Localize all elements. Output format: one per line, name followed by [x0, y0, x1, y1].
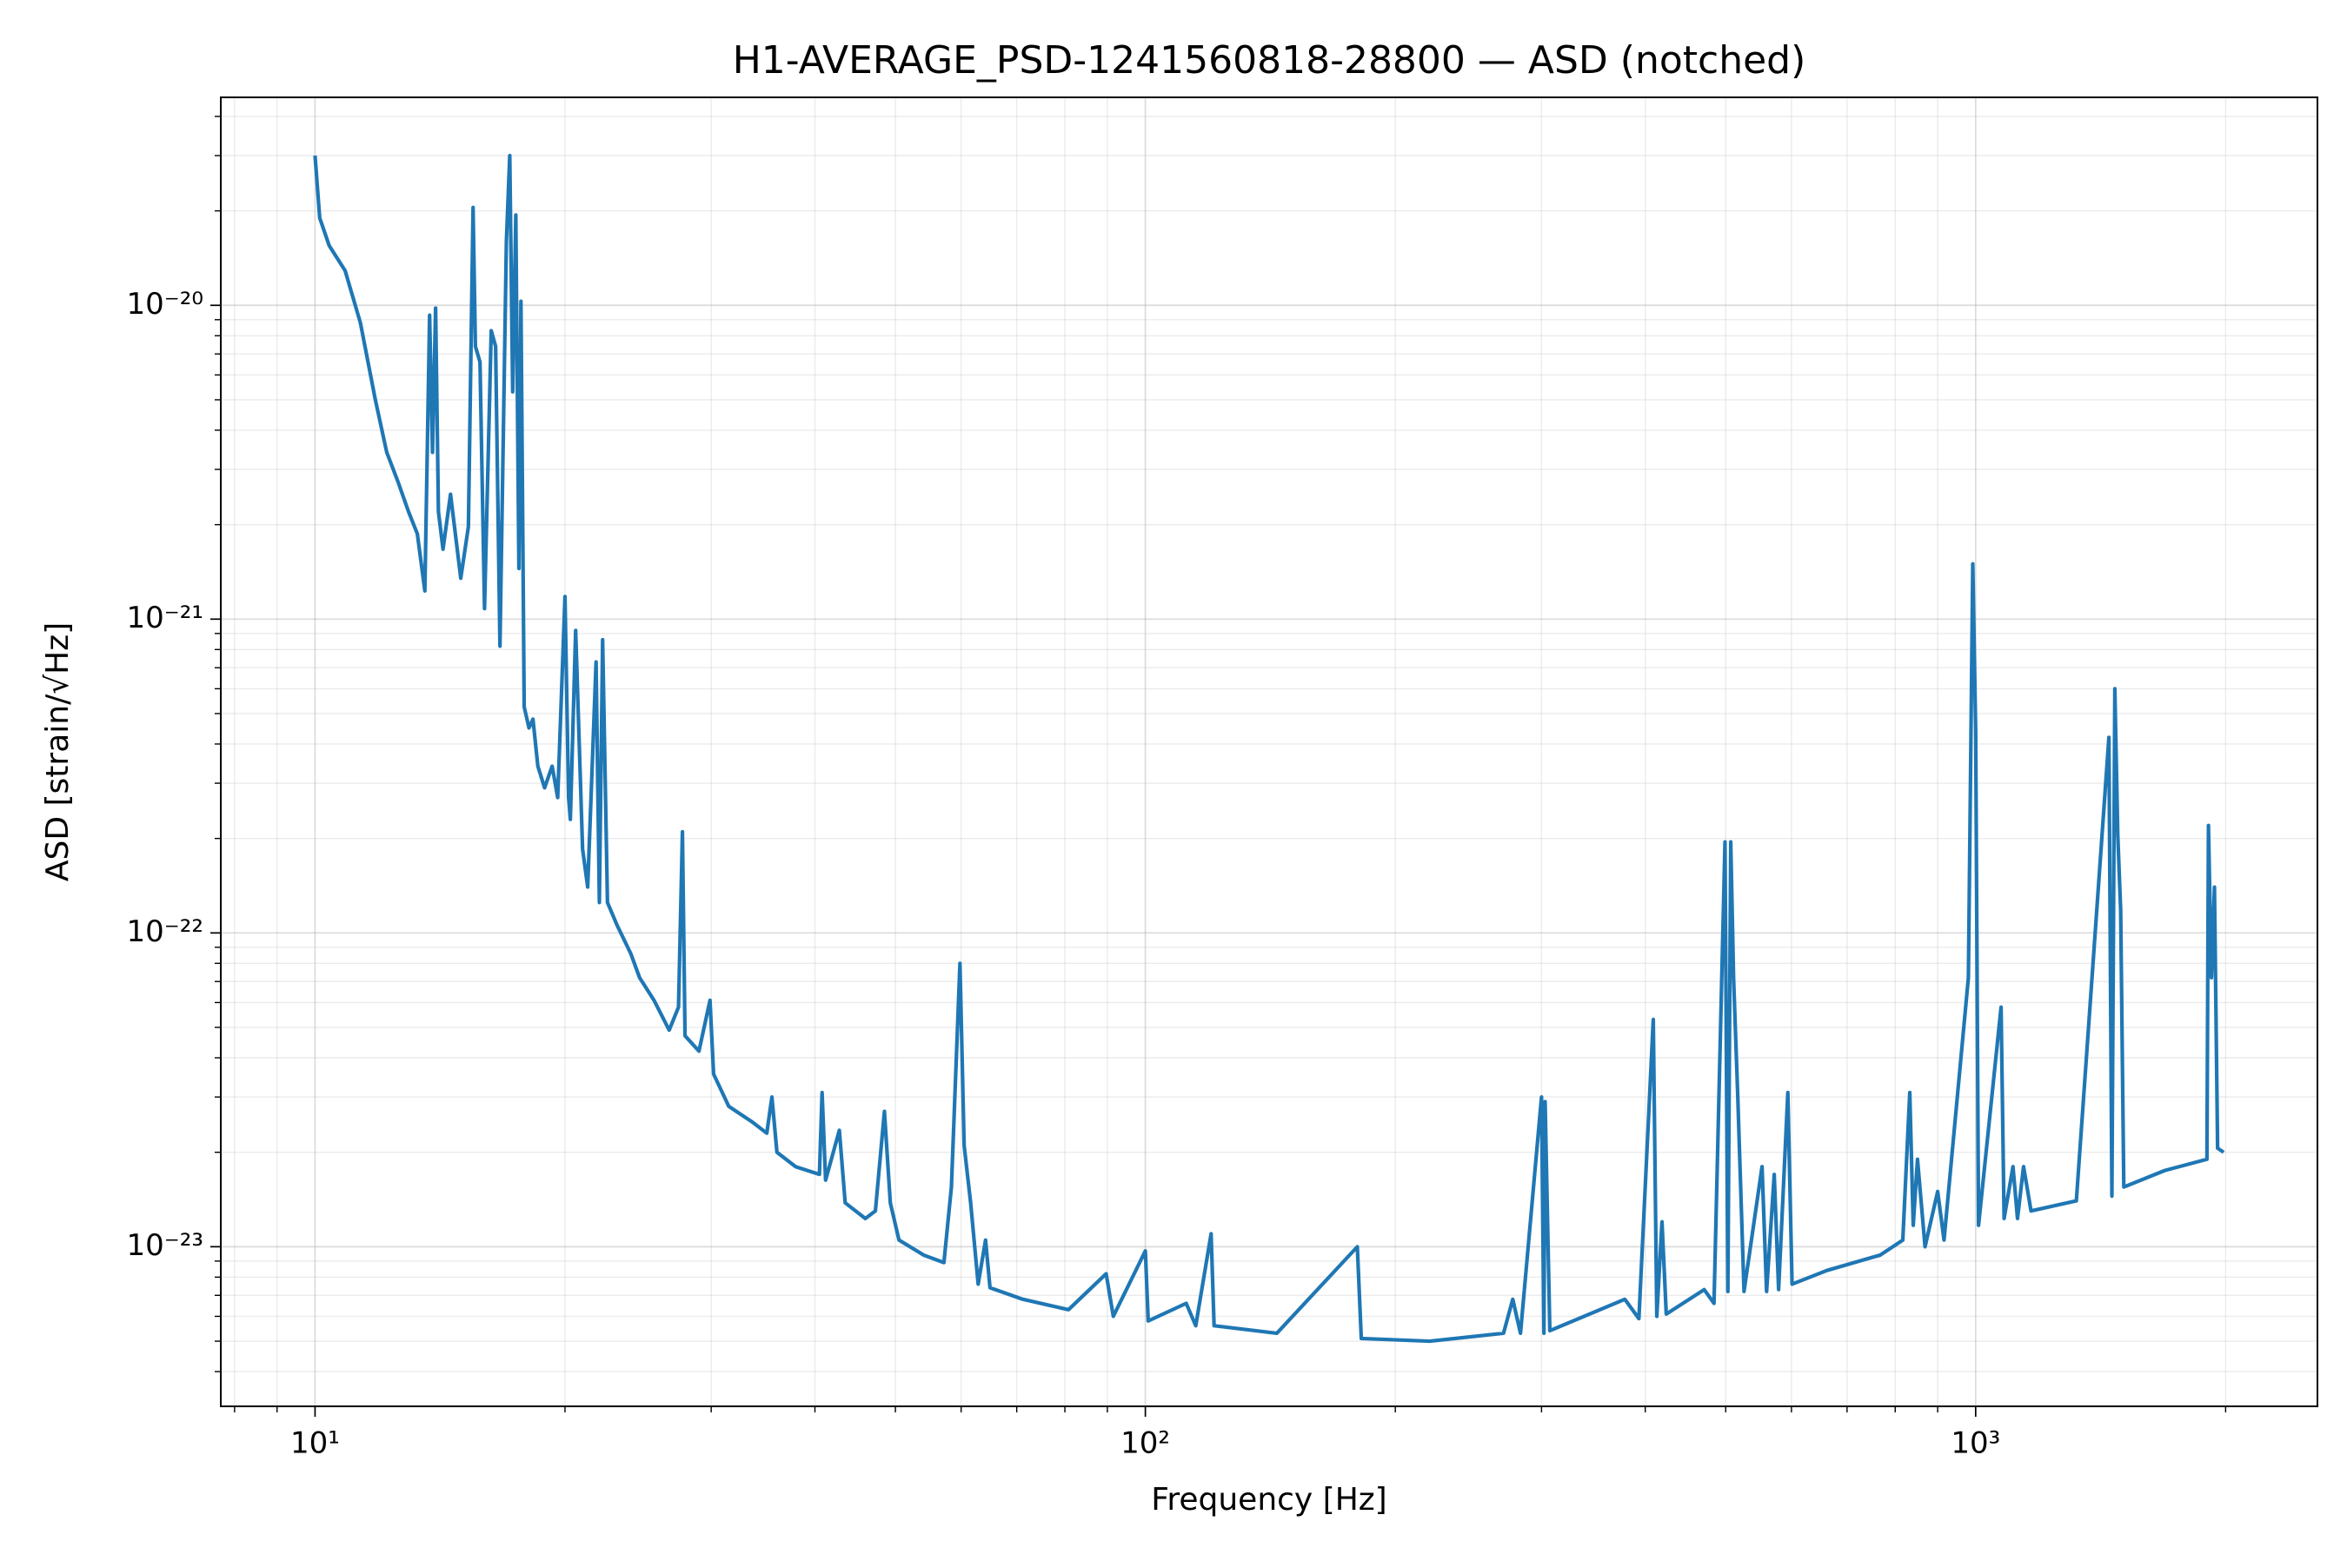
plot-frame: [220, 96, 2318, 1407]
chart-title: H1-AVERAGE_PSD-1241560818-28800 — ASD (n…: [733, 38, 1806, 83]
y-tick-label: 10⁻²²: [127, 914, 203, 949]
y-tick-label: 10⁻²⁰: [127, 287, 203, 322]
x-tick-label: 10²: [1120, 1426, 1170, 1461]
y-tick-label: 10⁻²¹: [127, 601, 203, 635]
y-tick-label: 10⁻²³: [127, 1228, 203, 1263]
x-tick-label: 10¹: [290, 1426, 340, 1461]
x-axis-label: Frequency [Hz]: [1151, 1482, 1386, 1518]
x-tick-label: 10³: [1951, 1426, 2000, 1461]
y-axis-label: ASD [strain/√Hz]: [40, 622, 76, 881]
asd-line: [313, 153, 2225, 1344]
